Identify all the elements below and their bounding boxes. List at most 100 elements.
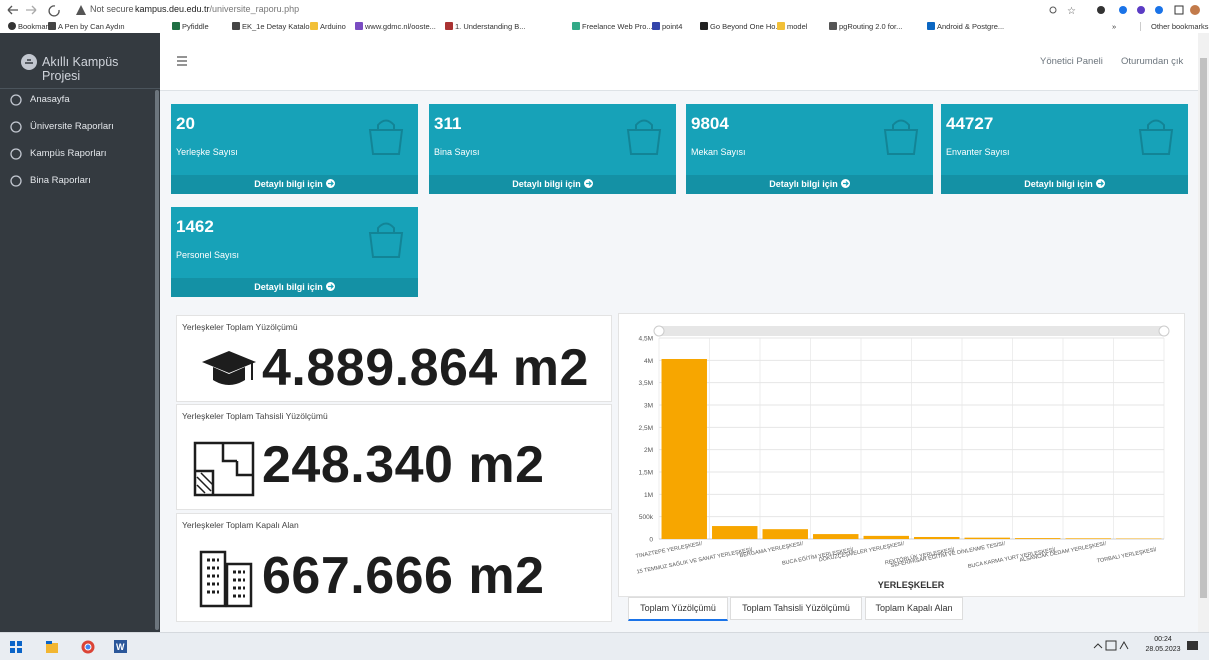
y-tick-label: 3M bbox=[644, 403, 653, 410]
bookmark-icon bbox=[652, 22, 660, 30]
menu-toggle[interactable] bbox=[177, 56, 189, 66]
brand[interactable]: Akıllı Kampüs Projesi bbox=[0, 33, 160, 89]
menu-item[interactable]: Bina Raporları bbox=[8, 170, 152, 192]
page-scrollbar[interactable] bbox=[1198, 33, 1209, 632]
brand-logo bbox=[21, 54, 37, 70]
bar bbox=[914, 537, 959, 539]
stat-link[interactable]: Detaylı bilgi için bbox=[941, 175, 1188, 194]
nav-buttons[interactable] bbox=[0, 0, 70, 20]
bookmark-label: Freelance Web Pro... bbox=[582, 22, 653, 31]
stat-value: 311 bbox=[434, 114, 461, 134]
bookmark[interactable]: EK_1e Detay Katalo... bbox=[232, 22, 316, 31]
stat-value: 20 bbox=[176, 114, 195, 134]
bookmark[interactable]: 1. Understanding B... bbox=[445, 22, 525, 31]
menu-label: Üniversite Raporları bbox=[30, 121, 114, 132]
bookmark[interactable]: www.gdmc.nl/ooste... bbox=[355, 22, 436, 31]
bar bbox=[763, 529, 808, 539]
url[interactable]: kampus.deu.edu.tr/universite_raporu.php bbox=[135, 4, 299, 14]
bookmark[interactable]: pgRouting 2.0 for... bbox=[829, 22, 902, 31]
bookmark[interactable]: point4 bbox=[652, 22, 682, 31]
bookmark-label: A Pen by Can Aydın bbox=[58, 22, 125, 31]
bookmark-icon bbox=[700, 22, 708, 30]
bar bbox=[965, 538, 1010, 539]
bookmark[interactable]: Arduino bbox=[310, 22, 346, 31]
arrow-icon bbox=[841, 179, 850, 188]
menu-icon bbox=[10, 148, 22, 160]
clock-time: 00:24 bbox=[1146, 636, 1180, 643]
y-tick-label: 1,5M bbox=[639, 470, 653, 477]
bookmark[interactable]: Android & Postgre... bbox=[927, 22, 1004, 31]
bookmark-icon bbox=[8, 22, 16, 30]
bookmark-icon bbox=[927, 22, 935, 30]
bookmark-icon bbox=[445, 22, 453, 30]
stat-link-text: Detaylı bilgi için bbox=[512, 179, 581, 189]
taskbar-icons[interactable]: W bbox=[10, 640, 130, 654]
svg-text:☆: ☆ bbox=[1067, 6, 1076, 17]
chart-tab[interactable]: Toplam Kapalı Alan bbox=[865, 597, 963, 620]
area-value: 4.889.864 m2 bbox=[262, 338, 589, 398]
bookmark-label: model bbox=[787, 22, 807, 31]
y-tick-label: 4M bbox=[644, 358, 653, 365]
zoom-slider[interactable] bbox=[659, 326, 1164, 336]
bookmark[interactable]: Go Beyond One Ho... bbox=[700, 22, 782, 31]
menu-label: Kampüs Raporları bbox=[30, 148, 107, 159]
stat-link[interactable]: Detaylı bilgi için bbox=[686, 175, 933, 194]
bag-icon bbox=[1136, 116, 1176, 156]
bookmark[interactable]: A Pen by Can Aydın bbox=[48, 22, 125, 31]
bookmark[interactable]: model bbox=[777, 22, 807, 31]
stat-label: Envanter Sayısı bbox=[946, 147, 1010, 157]
bar bbox=[662, 359, 707, 539]
svg-text:W: W bbox=[116, 642, 125, 652]
notification-icon[interactable] bbox=[1186, 640, 1200, 654]
not-secure: Not secure bbox=[90, 4, 134, 14]
chart-tab[interactable]: Toplam Yüzölçümü bbox=[628, 597, 728, 621]
clock-date: 28.05.2023 bbox=[1141, 646, 1185, 653]
area-value: 667.666 m2 bbox=[262, 546, 545, 606]
tray-icons[interactable] bbox=[1092, 639, 1136, 653]
page: Not secure kampus.deu.edu.tr/universite_… bbox=[0, 0, 1209, 659]
brand-text: Akıllı Kampüs Projesi bbox=[42, 55, 160, 83]
x-axis-title: YERLEŞKELER bbox=[878, 580, 945, 590]
menu-item[interactable]: Üniversite Raporları bbox=[8, 116, 152, 138]
stat-label: Personel Sayısı bbox=[176, 250, 239, 260]
bookmark[interactable]: Freelance Web Pro... bbox=[572, 22, 653, 31]
chart: YERLEŞKELER 0500k1M1,5M2M2,5M3M3,5M4M4,5… bbox=[619, 314, 1184, 596]
warning-icon bbox=[75, 4, 87, 16]
nav-link[interactable]: Oturumdan çık bbox=[1121, 56, 1183, 67]
arrow-icon bbox=[584, 179, 593, 188]
bookmark-label: pgRouting 2.0 for... bbox=[839, 22, 902, 31]
stat-label: Mekan Sayısı bbox=[691, 147, 746, 157]
y-tick-label: 3,5M bbox=[639, 380, 653, 387]
toolbar-icons[interactable]: ☆ bbox=[1045, 2, 1209, 18]
area-value: 248.340 m2 bbox=[262, 435, 545, 495]
bookmark-label: www.gdmc.nl/ooste... bbox=[365, 22, 436, 31]
stat-link-text: Detaylı bilgi için bbox=[1024, 179, 1093, 189]
stat-link-text: Detaylı bilgi için bbox=[254, 282, 323, 292]
stat-link[interactable]: Detaylı bilgi için bbox=[171, 175, 418, 194]
floor-plan-icon bbox=[193, 441, 255, 497]
nav-link[interactable]: Yönetici Paneli bbox=[1040, 56, 1103, 67]
bookmark-icon bbox=[310, 22, 318, 30]
scroll-thumb[interactable] bbox=[1200, 58, 1207, 598]
stat-link[interactable]: Detaylı bilgi için bbox=[171, 278, 418, 297]
zoom-handle[interactable] bbox=[654, 326, 664, 336]
menu-item[interactable]: Kampüs Raporları bbox=[8, 143, 152, 165]
stat-label: Bina Sayısı bbox=[434, 147, 480, 157]
arrow-icon bbox=[326, 179, 335, 188]
zoom-handle[interactable] bbox=[1159, 326, 1169, 336]
sidebar-scrollbar[interactable] bbox=[155, 90, 159, 630]
address-bar: Not secure kampus.deu.edu.tr/universite_… bbox=[0, 0, 1209, 20]
taskbar: W 00:24 28.05.2023 bbox=[0, 632, 1209, 660]
stat-box: 311 Bina Sayısı Detaylı bilgi için bbox=[429, 104, 676, 194]
stat-link-text: Detaylı bilgi için bbox=[769, 179, 838, 189]
other-bookmarks[interactable]: Other bookmarks bbox=[1140, 22, 1209, 31]
bookmark[interactable]: Pyfiddle bbox=[172, 22, 209, 31]
bookmark-icon bbox=[572, 22, 580, 30]
bookmark-icon bbox=[172, 22, 180, 30]
bookmarks-more[interactable]: » bbox=[1112, 22, 1116, 31]
chart-tab[interactable]: Toplam Tahsisli Yüzölçümü bbox=[730, 597, 862, 620]
menu-item[interactable]: Anasayfa bbox=[8, 89, 152, 111]
navbar: Yönetici Paneli Oturumdan çık bbox=[160, 33, 1198, 91]
stat-link[interactable]: Detaylı bilgi için bbox=[429, 175, 676, 194]
stat-value: 1462 bbox=[176, 217, 214, 237]
